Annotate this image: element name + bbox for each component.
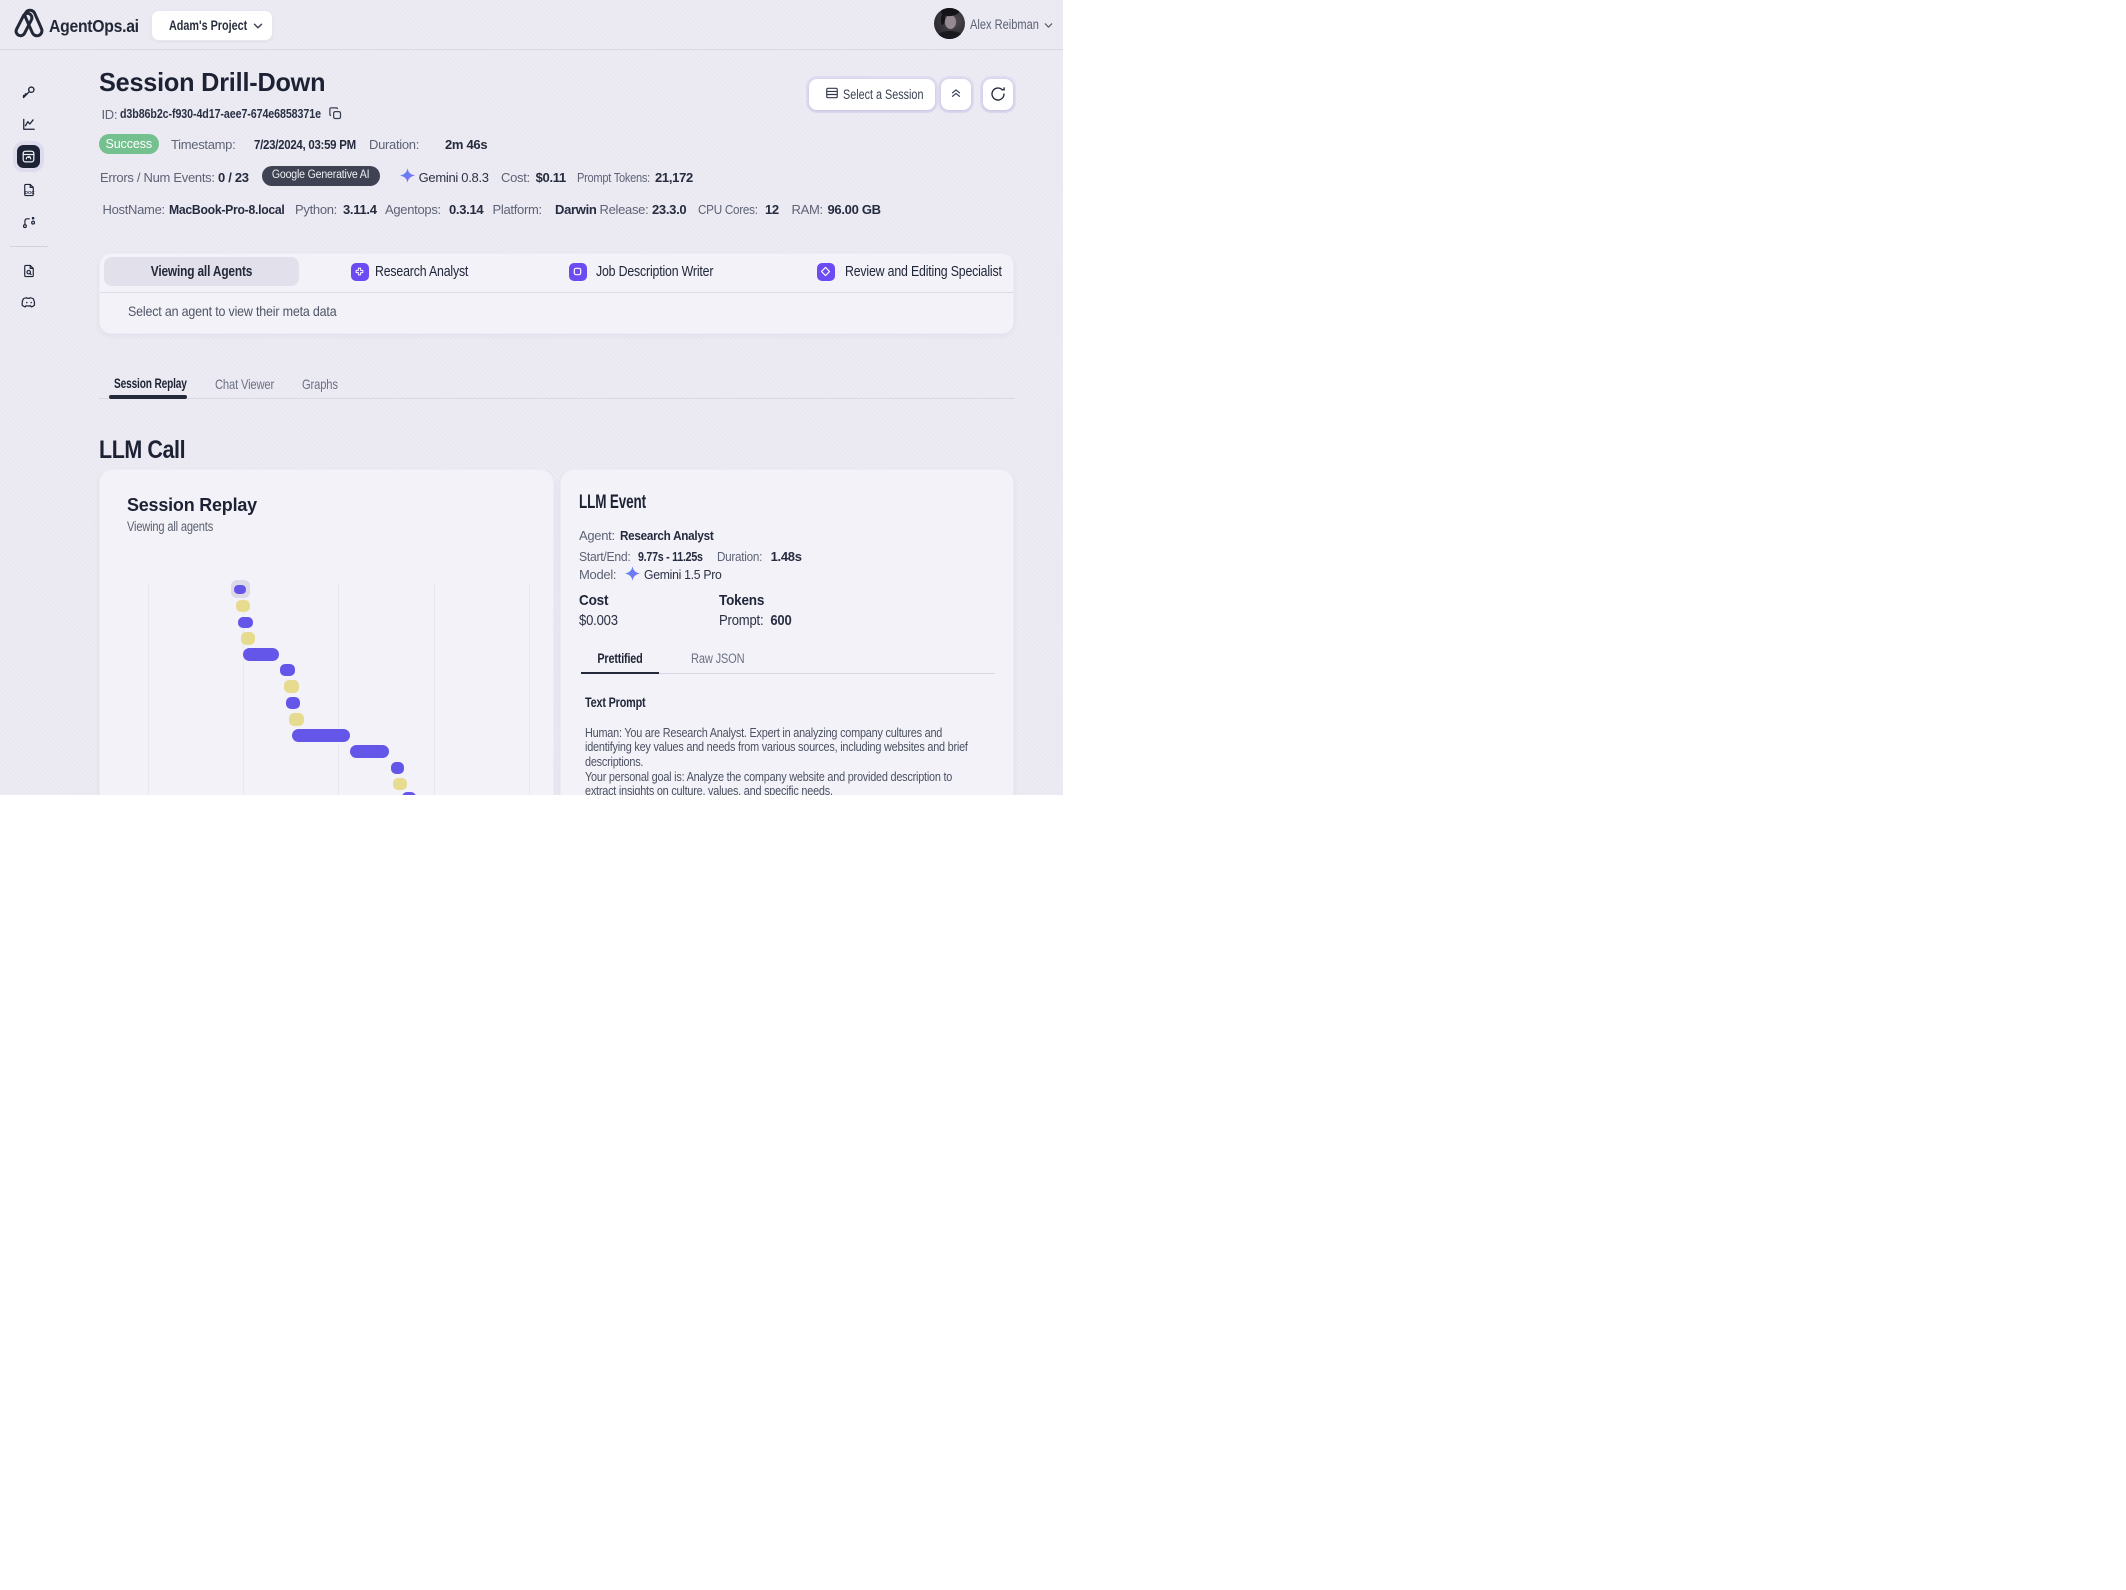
svg-text:DOC: DOC <box>25 190 36 195</box>
